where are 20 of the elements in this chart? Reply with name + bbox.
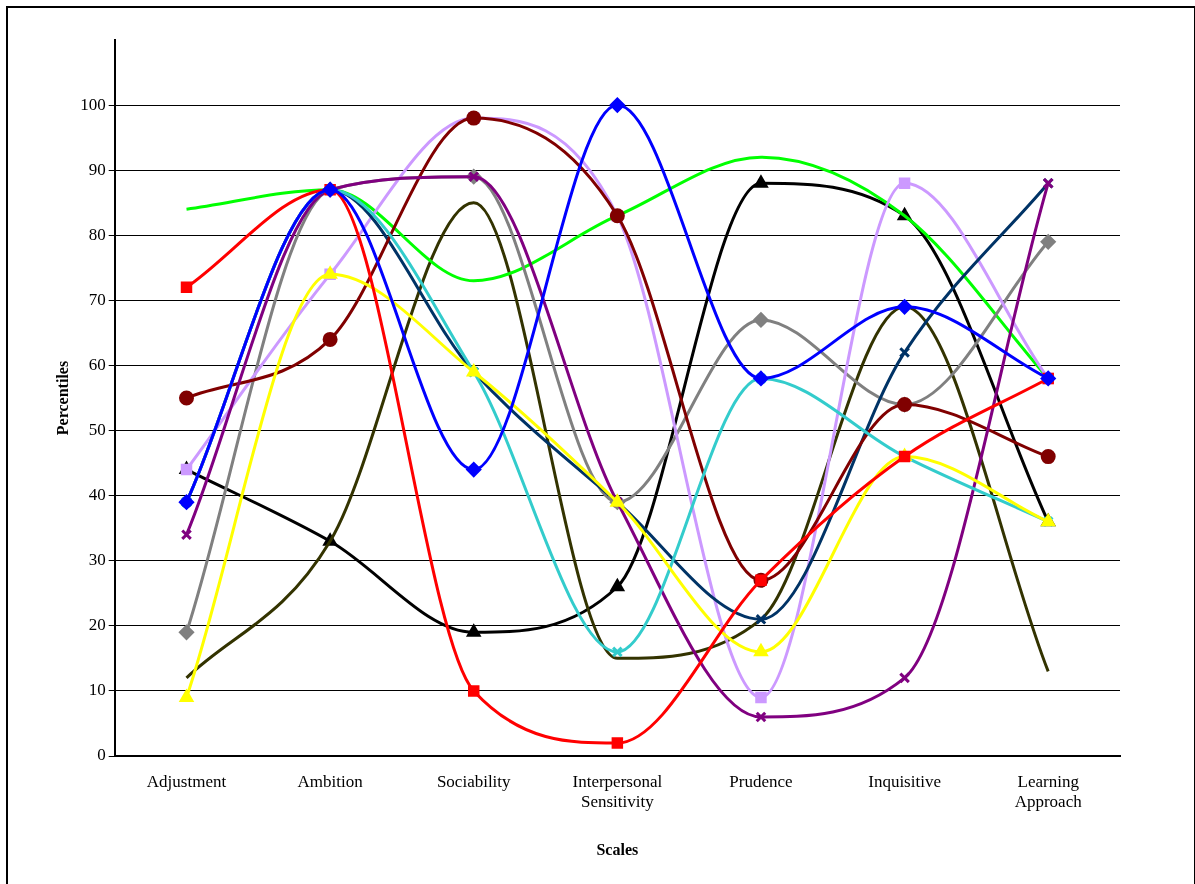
x-tick-label: Adjustment: [146, 771, 227, 791]
y-tick-label: 20: [88, 615, 106, 635]
y-tick-label: 100: [80, 94, 106, 114]
y-tick-label: 30: [88, 550, 106, 570]
x-axis-title: Scales: [596, 840, 639, 858]
y-tick-label: 90: [88, 159, 106, 179]
y-tick-label: 70: [88, 289, 106, 309]
x-tick-label: Ambition: [297, 771, 364, 791]
x-tick-label: Inquisitive: [868, 771, 941, 791]
y-tick-label: 10: [88, 680, 106, 700]
y-tick-label: 40: [88, 485, 106, 505]
x-tick-label: Interpersonal Sensitivity: [572, 771, 663, 812]
x-tick-label: Learning Approach: [1014, 771, 1083, 812]
y-axis-title: Percentiles: [53, 360, 71, 436]
x-tick-label: Prudence: [729, 771, 793, 791]
y-tick-label: 60: [88, 354, 106, 374]
y-tick-label: 50: [88, 420, 106, 440]
x-tick-label: Sociability: [436, 771, 512, 791]
y-tick-label: 80: [88, 224, 106, 244]
y-tick-label: 0: [97, 745, 106, 765]
